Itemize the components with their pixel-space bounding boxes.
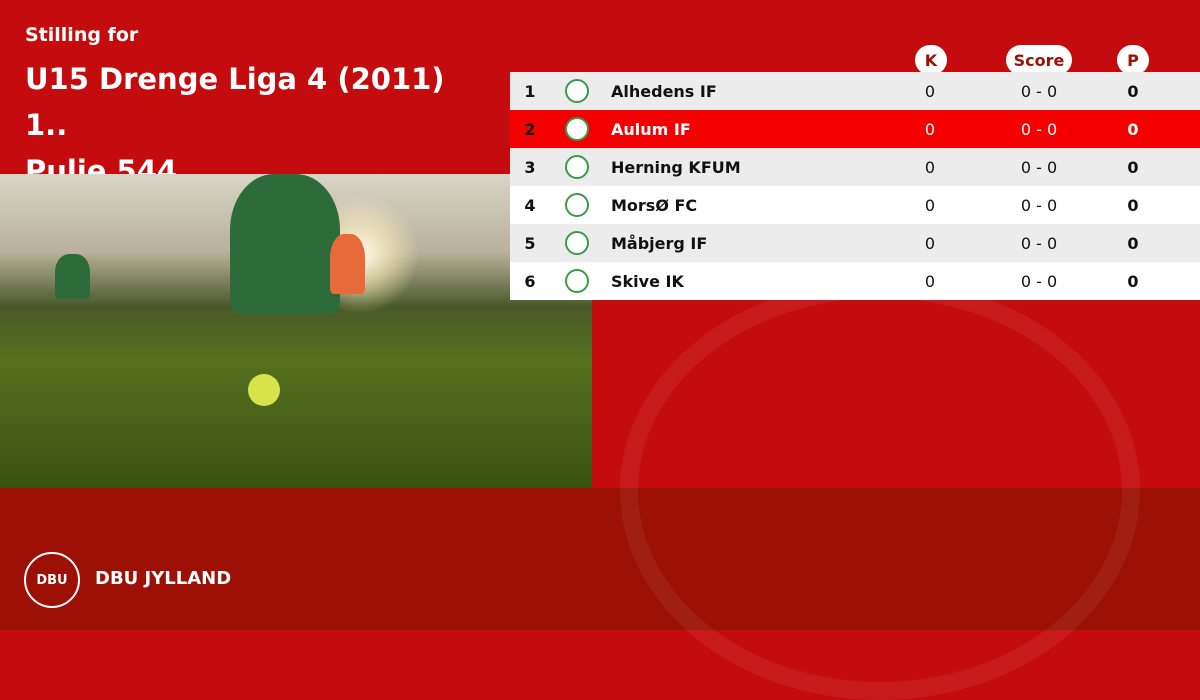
rank: 6 (524, 271, 536, 291)
rank: 4 (524, 195, 536, 215)
subtitle: Stilling for (25, 24, 139, 46)
score: 0 - 0 (1020, 81, 1058, 101)
table-row[interactable]: 4 MorsØ FC 0 0 - 0 0 (510, 186, 1200, 224)
player-figure (55, 254, 90, 299)
org-name: DBU JYLLAND (95, 568, 232, 589)
team-logo-icon (565, 231, 589, 255)
player-figure (230, 174, 340, 314)
team-name[interactable]: Alhedens IF (611, 81, 717, 101)
col-header-score: Score (1006, 45, 1072, 75)
league-name: U15 Drenge Liga 4 (2011) 1.. (25, 62, 445, 142)
col-header-points: P (1117, 45, 1149, 75)
team-logo-icon (565, 269, 589, 293)
played: 0 (924, 233, 936, 253)
score: 0 - 0 (1020, 119, 1058, 139)
score: 0 - 0 (1020, 195, 1058, 215)
table-row[interactable]: 3 Herning KFUM 0 0 - 0 0 (510, 148, 1200, 186)
dbu-logo: DBU (24, 552, 80, 608)
played: 0 (924, 157, 936, 177)
points: 0 (1127, 157, 1139, 177)
points: 0 (1127, 195, 1139, 215)
played: 0 (924, 81, 936, 101)
col-header-played: K (915, 45, 947, 75)
rank: 1 (524, 81, 536, 101)
table-row[interactable]: 1 Alhedens IF 0 0 - 0 0 (510, 72, 1200, 110)
team-logo-icon (565, 79, 589, 103)
team-name[interactable]: Måbjerg IF (611, 233, 708, 253)
dbu-logo-text: DBU (36, 572, 68, 588)
score: 0 - 0 (1020, 233, 1058, 253)
table-row[interactable]: 6 Skive IK 0 0 - 0 0 (510, 262, 1200, 300)
points: 0 (1127, 271, 1139, 291)
score: 0 - 0 (1020, 271, 1058, 291)
team-logo-icon (565, 155, 589, 179)
played: 0 (924, 195, 936, 215)
played: 0 (924, 119, 936, 139)
rank: 5 (524, 233, 536, 253)
ball (248, 374, 280, 406)
played: 0 (924, 271, 936, 291)
score: 0 - 0 (1020, 157, 1058, 177)
dbu-watermark (620, 280, 1140, 700)
points: 0 (1127, 119, 1139, 139)
team-name[interactable]: Herning KFUM (611, 157, 741, 177)
team-name[interactable]: Skive IK (611, 271, 684, 291)
rank: 3 (524, 157, 536, 177)
team-name[interactable]: Aulum IF (611, 119, 691, 139)
player-figure (330, 234, 365, 294)
table-row[interactable]: 2 Aulum IF 0 0 - 0 0 (510, 110, 1200, 148)
points: 0 (1127, 233, 1139, 253)
rank: 2 (524, 119, 536, 139)
football-photo (0, 174, 592, 488)
team-logo-icon (565, 117, 589, 141)
table-row[interactable]: 5 Måbjerg IF 0 0 - 0 0 (510, 224, 1200, 262)
points: 0 (1127, 81, 1139, 101)
team-name[interactable]: MorsØ FC (611, 195, 698, 215)
team-logo-icon (565, 193, 589, 217)
